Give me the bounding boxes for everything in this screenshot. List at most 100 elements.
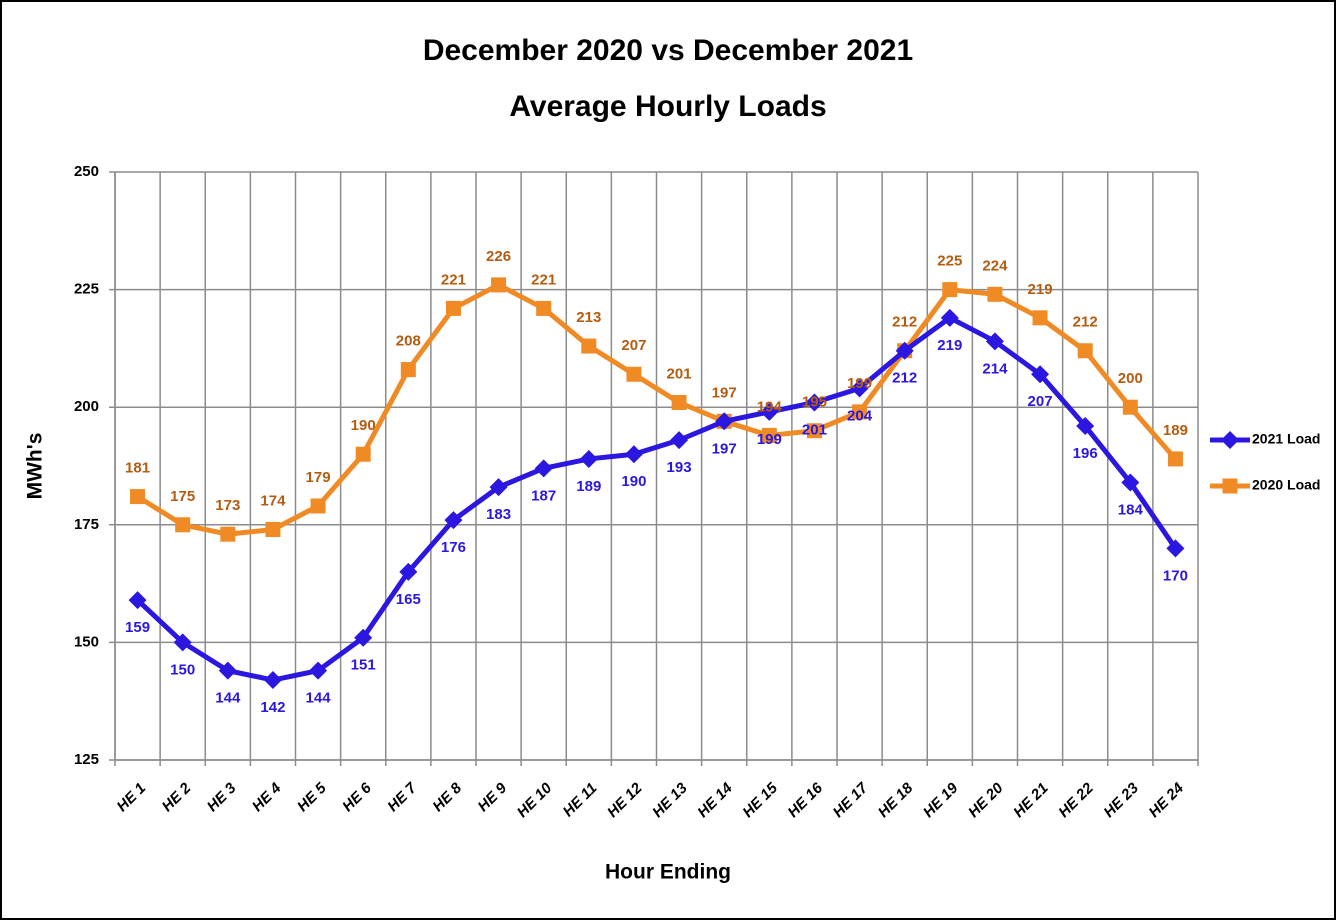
y-tick-label: 250 (74, 163, 99, 180)
data-label: 150 (170, 661, 195, 678)
data-label: 151 (351, 657, 376, 674)
marker (761, 427, 777, 443)
data-label: 183 (486, 506, 511, 523)
marker (987, 286, 1003, 302)
y-tick-label: 225 (74, 281, 99, 298)
data-label: 197 (712, 440, 737, 457)
chart-title: December 2020 vs December 2021 (423, 34, 913, 67)
data-label: 212 (892, 314, 917, 331)
marker (940, 308, 959, 327)
data-label: 221 (531, 271, 556, 288)
data-label: 175 (170, 488, 195, 505)
marker (760, 402, 779, 421)
data-label: 213 (576, 309, 601, 326)
marker (850, 379, 869, 398)
data-label: 226 (486, 248, 511, 265)
data-label: 199 (847, 375, 872, 392)
data-label: 159 (125, 619, 150, 636)
legend-label: 2020 Load (1252, 477, 1320, 493)
data-label: 189 (576, 478, 601, 495)
data-label: 184 (1118, 501, 1144, 518)
data-label: 224 (982, 257, 1008, 274)
marker (1077, 343, 1093, 359)
y-tick-label: 200 (74, 398, 99, 415)
marker (220, 526, 236, 542)
marker (852, 404, 868, 420)
marker (175, 517, 191, 533)
series-line (135, 315, 1178, 683)
legend-marker (1222, 478, 1238, 494)
data-label: 190 (621, 473, 646, 490)
data-label: 190 (351, 417, 376, 434)
marker (1076, 417, 1095, 436)
data-label: 207 (621, 337, 646, 354)
data-label: 181 (125, 460, 150, 477)
data-label: 165 (396, 591, 421, 608)
y-tick-label: 175 (74, 516, 99, 533)
marker (942, 282, 958, 298)
marker (1032, 310, 1048, 326)
marker (805, 393, 824, 412)
data-label: 212 (1073, 314, 1098, 331)
marker (715, 412, 734, 431)
data-label: 144 (215, 690, 241, 707)
data-label: 201 (802, 421, 827, 438)
data-label: 187 (531, 487, 556, 504)
x-axis-label: Hour Ending (605, 861, 731, 884)
data-label: 170 (1163, 567, 1188, 584)
data-label: 204 (847, 407, 873, 424)
data-label: 212 (892, 370, 917, 387)
marker (536, 300, 552, 316)
marker (806, 423, 822, 439)
marker (1122, 399, 1138, 415)
y-tick-label: 125 (74, 751, 99, 768)
marker (581, 338, 597, 354)
marker (445, 300, 461, 316)
marker (491, 277, 507, 293)
marker (309, 661, 328, 680)
y-axis-label: MWh's (24, 433, 47, 500)
data-label: 221 (441, 271, 466, 288)
marker (1166, 539, 1185, 558)
marker (489, 478, 508, 497)
data-label: 225 (937, 253, 962, 270)
marker (263, 671, 282, 690)
marker (534, 459, 553, 478)
marker (218, 661, 237, 680)
marker (670, 431, 689, 450)
data-label: 195 (802, 394, 827, 411)
marker (400, 362, 416, 378)
marker (355, 446, 371, 462)
marker (671, 394, 687, 410)
data-label: 214 (982, 360, 1008, 377)
marker (624, 445, 643, 464)
data-label: 200 (1118, 370, 1143, 387)
series-line (136, 282, 1178, 537)
marker (130, 489, 146, 505)
legend-marker (1221, 431, 1239, 449)
data-label: 194 (757, 398, 783, 415)
chart-subtitle: Average Hourly Loads (509, 90, 826, 123)
marker (265, 522, 281, 538)
data-label: 199 (757, 431, 782, 448)
marker (579, 449, 598, 468)
marker (173, 633, 192, 652)
marker (1167, 451, 1183, 467)
data-label: 196 (1073, 445, 1098, 462)
data-label: 179 (306, 469, 331, 486)
marker (626, 366, 642, 382)
data-label: 208 (396, 333, 421, 350)
data-label: 193 (667, 459, 692, 476)
legend-label: 2021 Load (1252, 431, 1320, 447)
data-label: 201 (667, 365, 692, 382)
marker (310, 498, 326, 514)
marker (354, 628, 373, 647)
data-label: 219 (1028, 281, 1053, 298)
data-label: 176 (441, 539, 466, 556)
y-tick-label: 150 (74, 633, 99, 650)
marker (895, 341, 914, 360)
data-label: 189 (1163, 422, 1188, 439)
data-label: 144 (306, 690, 332, 707)
data-label: 174 (260, 492, 286, 509)
